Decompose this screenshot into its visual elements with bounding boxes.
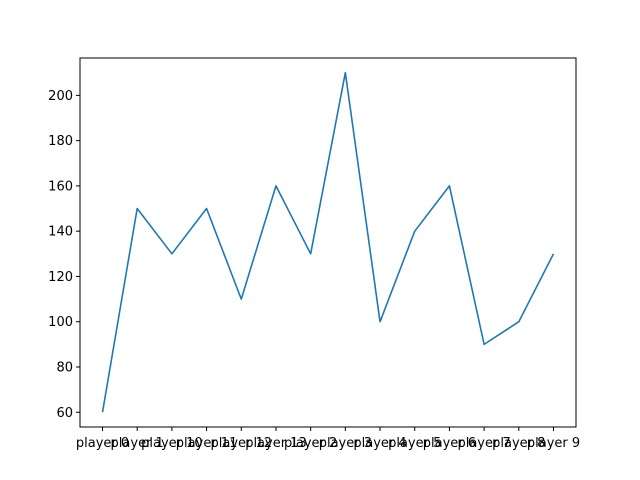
- x-tick-label: player 4: [353, 436, 406, 451]
- y-axis: 60 80 100 120 140 160 180 200: [48, 89, 80, 421]
- x-tick-label: player 2: [284, 436, 337, 451]
- series-line: [101, 71, 555, 413]
- x-tick-label: player 0: [76, 436, 129, 451]
- y-tick-label: 60: [56, 406, 73, 421]
- plot-area-frame: [79, 57, 577, 428]
- x-tick-label: player 6: [423, 436, 476, 451]
- x-tick-label: player 3: [319, 436, 372, 451]
- y-tick-label: 200: [48, 89, 73, 104]
- x-tick-label: player 8: [492, 436, 545, 451]
- x-tick-label: player 7: [457, 436, 510, 451]
- x-tick-label: player 10: [141, 436, 203, 451]
- y-tick-label: 120: [48, 270, 73, 285]
- y-tick-label: 140: [48, 225, 73, 240]
- y-tick-label: 180: [48, 134, 73, 149]
- y-tick-label: 80: [56, 361, 73, 376]
- y-tick-label: 100: [48, 315, 73, 330]
- x-tick-label: player 11: [176, 436, 238, 451]
- x-tick-label: player 5: [388, 436, 441, 451]
- x-tick-label: player 9: [527, 436, 580, 451]
- x-tick-label: player 1: [111, 436, 164, 451]
- x-tick-label: player 12: [210, 436, 272, 451]
- x-tick-label: player 13: [245, 436, 307, 451]
- y-tick-label: 160: [48, 179, 73, 194]
